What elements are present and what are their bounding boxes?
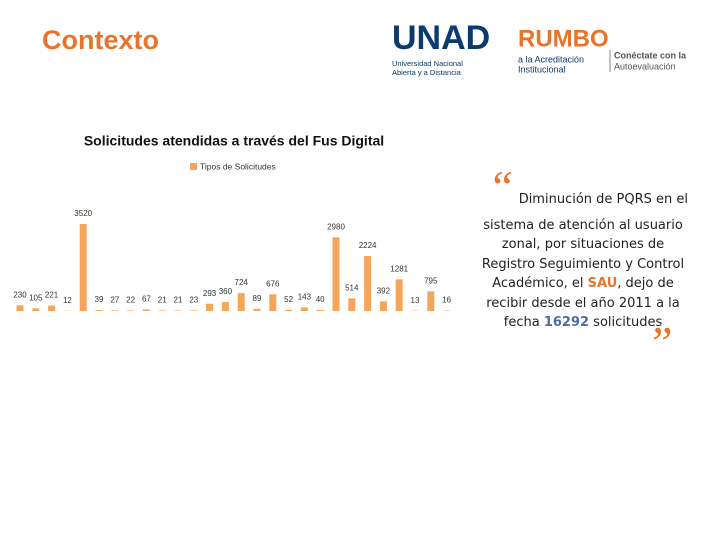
bar: [221, 302, 229, 311]
legend-swatch: [190, 163, 197, 170]
logo-rumbo-sub: Institucional: [518, 64, 566, 74]
bar: [190, 310, 198, 311]
data-label: 22: [126, 296, 135, 305]
logo-rumbo-sub: a la Acreditación: [518, 54, 584, 64]
data-label: 12: [63, 296, 72, 305]
data-label: 67: [142, 294, 151, 303]
data-label: 2980: [327, 222, 345, 231]
data-label: 21: [174, 296, 183, 305]
bar: [111, 310, 119, 311]
bar: [32, 308, 40, 311]
data-label: 3520: [74, 209, 92, 218]
quote-text-part: sistema de atención al usuario zonal, po…: [481, 217, 685, 292]
quote-text: Diminución de PQRS en el sistema de atenc…: [478, 190, 688, 333]
bar: [269, 294, 277, 311]
bar: [253, 308, 261, 311]
data-label: 1281: [390, 264, 408, 273]
logo-unad-sub: Universidad Nacional: [392, 59, 463, 68]
logo-conectate: Conéctate con la: [614, 50, 687, 60]
data-label: 795: [424, 276, 438, 285]
bar: [95, 310, 103, 311]
bar: [174, 310, 182, 311]
logo-conectate: Autoevaluación: [614, 61, 676, 71]
quote-mark: “: [488, 161, 514, 212]
data-label: 514: [345, 283, 359, 292]
bar: [348, 298, 356, 311]
bar: [127, 310, 135, 311]
data-label: 13: [411, 296, 420, 305]
bar: [48, 305, 56, 311]
bar: [79, 224, 87, 311]
bar: [332, 237, 340, 311]
data-label: 2224: [359, 241, 377, 250]
quote-highlight: 16292: [543, 315, 590, 330]
data-label: 293: [203, 289, 217, 298]
bar: [364, 256, 372, 311]
bar: [237, 293, 245, 311]
slide-title: Contexto: [42, 25, 159, 55]
data-label: 89: [253, 294, 262, 303]
data-label: 23: [189, 296, 198, 305]
bar: [285, 309, 293, 311]
bar: [316, 310, 324, 311]
logo-rumbo: RUMBO: [518, 25, 609, 52]
quote-text-part: , dejo de recibir desde el año 2011 a la…: [486, 276, 680, 330]
logo-unad-sub: Abierta y a Distancia: [392, 68, 462, 77]
quote-text-part: solicitudes: [589, 315, 663, 330]
bar: [300, 307, 308, 311]
quote-line: Diminución de PQRS en el: [518, 192, 688, 207]
quote-highlight: SAU: [587, 276, 618, 291]
data-label: 230: [13, 290, 27, 299]
data-label: 16: [442, 296, 451, 305]
logo-unad: UNAD: [392, 19, 490, 57]
data-label: 221: [45, 291, 59, 300]
quote-mark: ”: [647, 317, 673, 368]
bar: [206, 303, 214, 311]
data-label: 40: [316, 295, 325, 304]
data-label: 143: [298, 293, 312, 302]
data-label: 52: [284, 295, 293, 304]
data-label: 676: [266, 279, 280, 288]
data-label: 360: [219, 287, 233, 296]
bar: [142, 309, 150, 311]
data-label: 21: [158, 296, 167, 305]
legend-label: Tipos de Solicitudes: [200, 161, 276, 171]
data-label: 27: [110, 295, 119, 304]
data-label: 724: [235, 278, 249, 287]
data-label: 105: [29, 294, 43, 303]
bar: [379, 301, 387, 311]
chart-title: Solicitudes atendidas a través del Fus D…: [84, 133, 384, 149]
bar: [158, 310, 166, 311]
data-label: 392: [377, 286, 391, 295]
bar: [427, 291, 435, 311]
data-label: 39: [95, 295, 104, 304]
bar: [16, 305, 24, 311]
bar: [395, 279, 403, 311]
